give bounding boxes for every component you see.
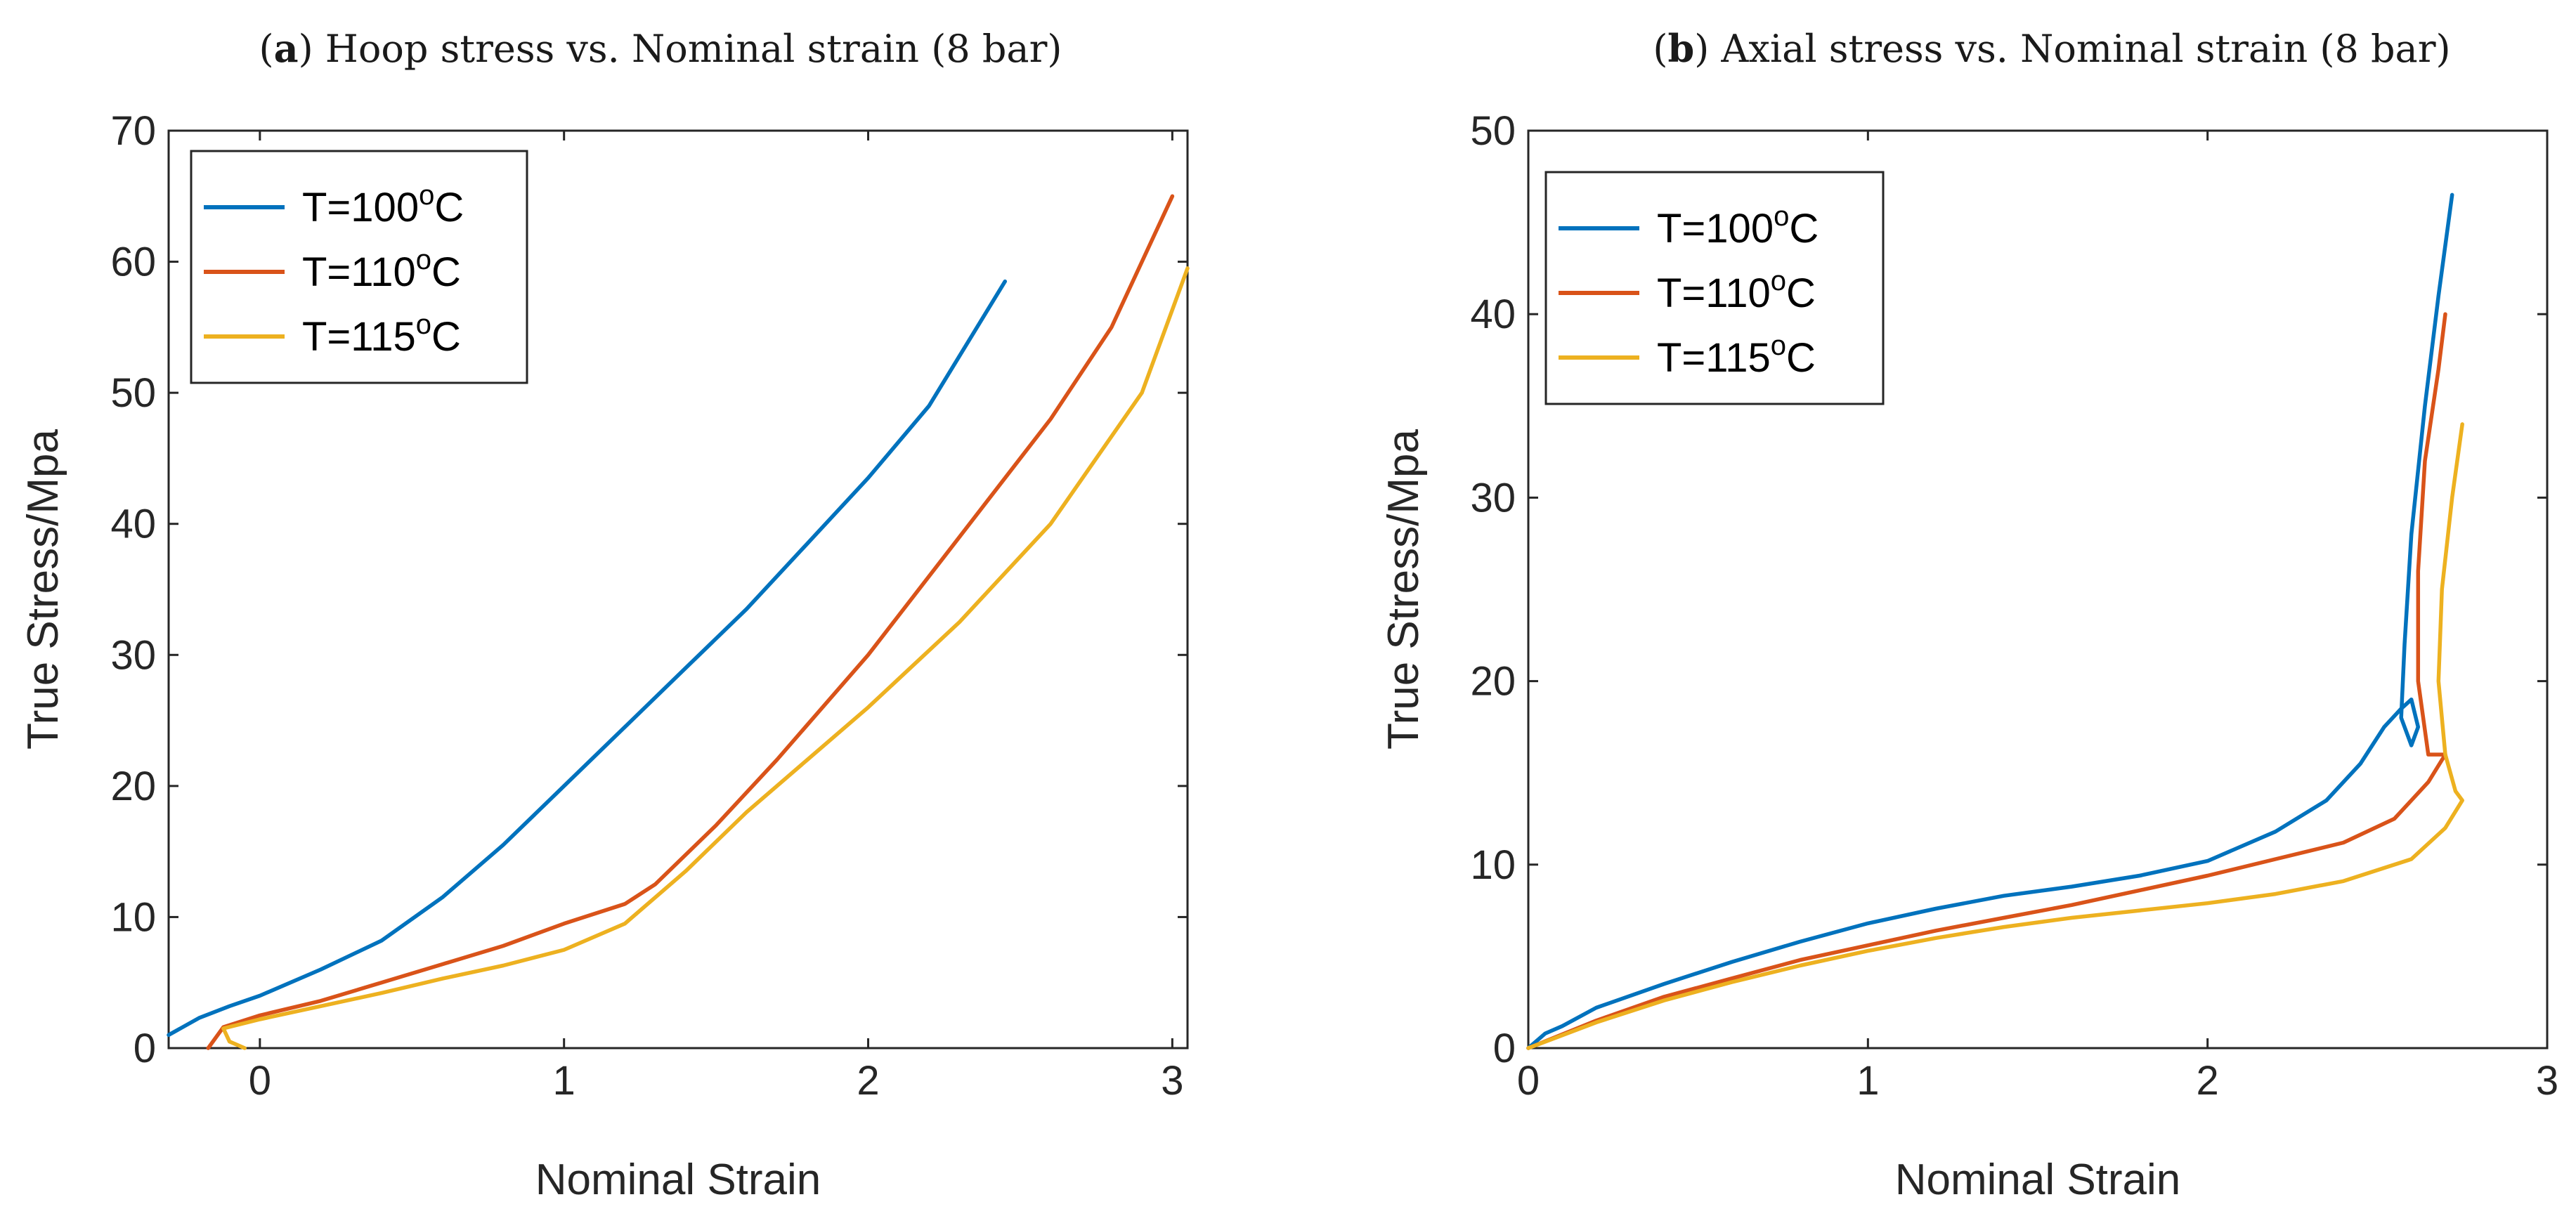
panel-a-title-text: ) Hoop stress vs. Nominal strain (8 bar)	[299, 27, 1062, 71]
y-tick-label: 40	[110, 502, 156, 547]
panel-b-legend-box	[1544, 171, 1885, 405]
y-tick-label: 70	[110, 108, 156, 154]
panel-a-letter: a	[274, 26, 299, 71]
panel-a-legend: T=100oC T=110oC T=115oC	[190, 150, 528, 384]
x-tick-label: 2	[2197, 1058, 2219, 1104]
y-tick-label: 20	[1470, 659, 1516, 705]
panel-a-series	[167, 194, 1190, 1050]
y-tick-label: 10	[110, 894, 156, 940]
series-line-t110	[206, 194, 1175, 1050]
legend-label-115: T=115oC	[302, 309, 461, 360]
panel-b-legend: T=100oC T=110oC T=115oC	[1544, 171, 1885, 405]
y-tick-label: 30	[110, 632, 156, 678]
legend-b-sup-115: o	[1771, 330, 1786, 361]
legend-b-sup-110: o	[1771, 266, 1786, 296]
legend-b-name-100: T=100	[1657, 206, 1774, 251]
series-line-t100	[167, 279, 1008, 1038]
legend-unit-110: C	[431, 249, 461, 295]
x-tick-label: 2	[857, 1058, 879, 1104]
x-tick-label: 1	[1856, 1058, 1879, 1104]
legend-b-unit-100: C	[1789, 206, 1819, 251]
legend-b-unit-110: C	[1786, 270, 1816, 316]
legend-b-label-115: T=115oC	[1657, 330, 1816, 381]
legend-sup-100: o	[419, 180, 434, 211]
panel-a-title: (a) Hoop stress vs. Nominal strain (8 ba…	[259, 26, 1062, 71]
legend-label-100: T=100oC	[302, 180, 464, 230]
y-tick-label: 0	[134, 1026, 156, 1071]
y-tick-label: 60	[110, 240, 156, 285]
legend-name-100: T=100	[302, 185, 419, 230]
y-tick-label: 50	[110, 370, 156, 416]
panel-b-ylabel: True Stress/Mpa	[1379, 429, 1428, 750]
legend-label-110: T=110oC	[302, 244, 461, 295]
panel-a-legend-box	[190, 150, 528, 384]
legend-unit-100: C	[434, 185, 464, 230]
y-tick-label: 20	[110, 764, 156, 809]
series-line-t110	[1526, 312, 2447, 1050]
panel-hoop-stress: (a) Hoop stress vs. Nominal strain (8 ba…	[19, 26, 1190, 1204]
x-tick-label: 1	[553, 1058, 575, 1104]
x-tick-label: 0	[1517, 1058, 1540, 1104]
legend-b-name-115: T=115	[1657, 335, 1771, 381]
panel-a-xlabel: Nominal Strain	[535, 1156, 821, 1204]
panel-b-xlabel: Nominal Strain	[1895, 1156, 2181, 1204]
legend-name-110: T=110	[302, 249, 416, 295]
legend-sup-115: o	[416, 309, 431, 340]
series-line-t115	[221, 266, 1190, 1050]
series-line-t100	[1526, 192, 2454, 1050]
legend-unit-115: C	[431, 314, 461, 360]
panel-a-ylabel: True Stress/Mpa	[19, 429, 67, 750]
y-tick-label: 30	[1470, 475, 1516, 521]
legend-b-sup-100: o	[1774, 201, 1789, 232]
legend-b-name-110: T=110	[1657, 270, 1771, 316]
x-tick-label: 3	[1161, 1058, 1183, 1104]
panel-axial-stress: (b) Axial stress vs. Nominal strain (8 b…	[1379, 26, 2558, 1204]
x-tick-label: 3	[2536, 1058, 2558, 1104]
y-tick-label: 0	[1493, 1026, 1516, 1071]
legend-sup-110: o	[416, 244, 431, 275]
legend-b-label-110: T=110oC	[1657, 266, 1816, 316]
y-tick-label: 40	[1470, 292, 1516, 337]
legend-b-label-100: T=100oC	[1657, 201, 1819, 251]
y-tick-label: 50	[1470, 108, 1516, 154]
panel-b-letter: b	[1667, 26, 1694, 71]
y-tick-label: 10	[1470, 842, 1516, 888]
panel-b-series	[1526, 192, 2464, 1050]
panel-b-title: (b) Axial stress vs. Nominal strain (8 b…	[1653, 26, 2450, 71]
series-line-t115	[1526, 422, 2464, 1050]
x-tick-label: 0	[249, 1058, 271, 1104]
panel-b-title-text: ) Axial stress vs. Nominal strain (8 bar…	[1694, 27, 2450, 71]
legend-name-115: T=115	[302, 314, 416, 360]
legend-b-unit-115: C	[1786, 335, 1816, 381]
